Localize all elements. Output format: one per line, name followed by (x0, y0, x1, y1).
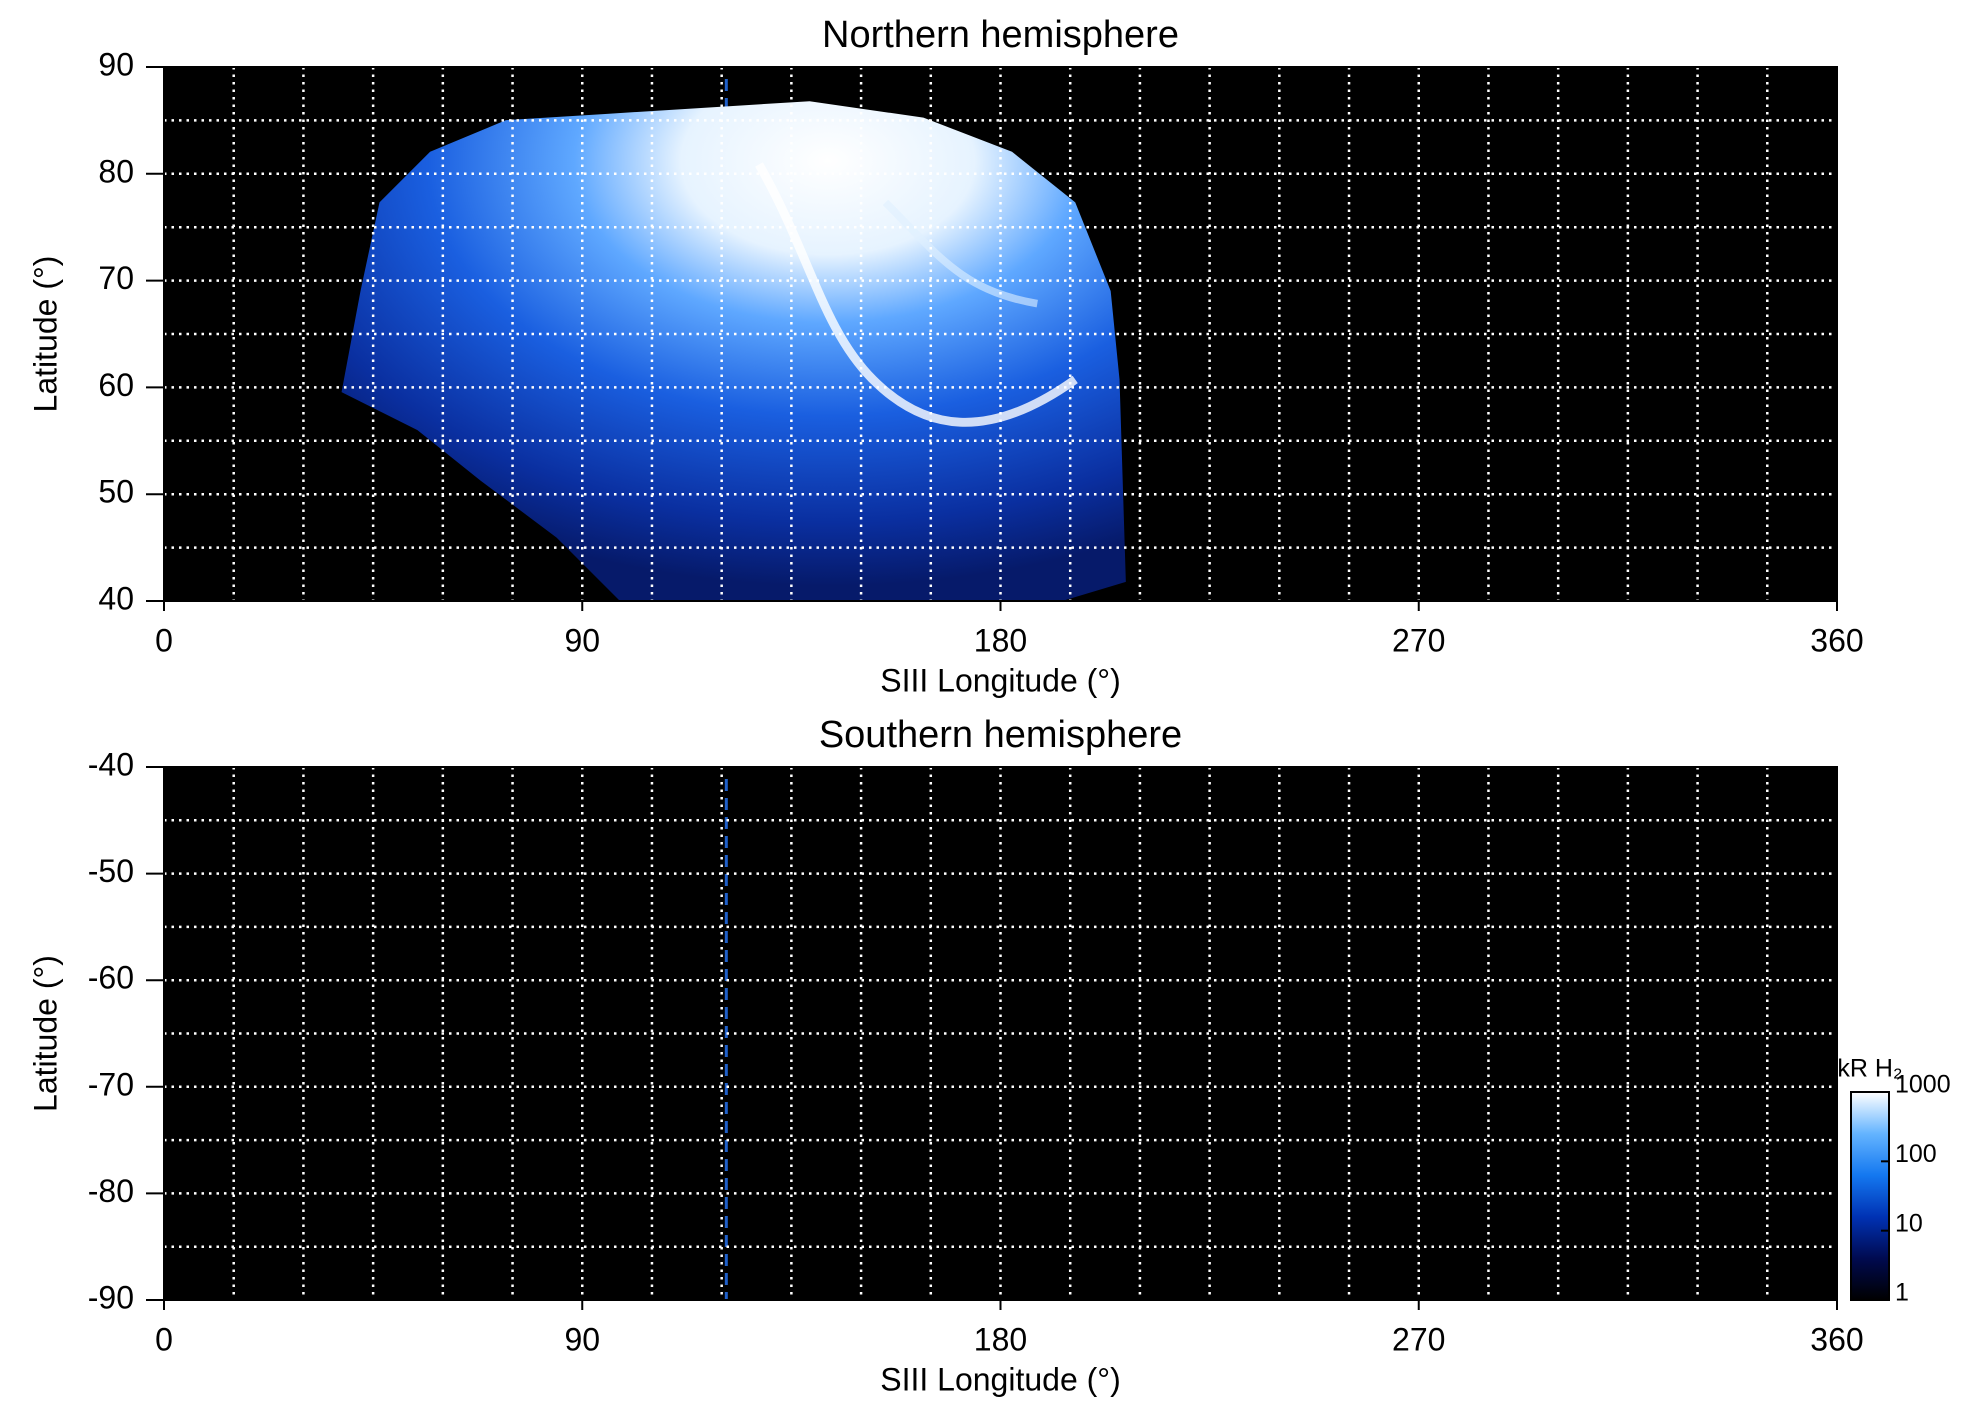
x-tick-label: 270 (1392, 1321, 1445, 1357)
chart-title: Northern hemisphere (822, 14, 1179, 56)
y-tick-label: 80 (98, 153, 134, 189)
y-tick-label: 60 (98, 367, 134, 403)
x-tick-label: 90 (564, 622, 600, 658)
x-tick-label: 0 (155, 1321, 173, 1357)
x-tick-label: 360 (1810, 1321, 1863, 1357)
colorbar (1850, 1091, 1890, 1301)
colorbar-tick-label: 1000 (1895, 1071, 1951, 1099)
y-tick-label: -80 (88, 1173, 134, 1209)
x-tick-label: 180 (974, 622, 1027, 658)
x-tick-label: 360 (1810, 622, 1863, 658)
y-axis-label: Latitude (°) (27, 955, 63, 1112)
y-tick-label: 70 (98, 260, 134, 296)
colorbar-label: kR H₂ (1837, 1055, 1902, 1083)
x-tick-label: 90 (564, 1321, 600, 1357)
colorbar-tick-label: 100 (1895, 1140, 1937, 1168)
aurora-oval (755, 162, 1078, 427)
axes-layer: 40 50 60 70 80 90 0 90 180 270 360 Northern hemisph… (27, 14, 1950, 1397)
y-tick-label: -60 (88, 960, 134, 996)
y-axis-label: Latitude (°) (27, 256, 63, 413)
y-tick-label: -40 (88, 746, 134, 782)
x-axis-label: SIII Longitude (°) (880, 662, 1120, 698)
y-tick-label: -70 (88, 1066, 134, 1102)
x-tick-label: 270 (1392, 622, 1445, 658)
colorbar-tick-label: 10 (1895, 1209, 1923, 1237)
y-tick-label: -50 (88, 853, 134, 889)
x-axis-label: SIII Longitude (°) (880, 1361, 1120, 1397)
chart-title: Southern hemisphere (819, 714, 1182, 756)
x-tick-label: 180 (974, 1321, 1027, 1357)
x-tick-label: 0 (155, 622, 173, 658)
plot-background (164, 767, 1837, 1300)
colorbar-tick-label: 1 (1895, 1279, 1909, 1307)
y-tick-label: -90 (88, 1279, 134, 1315)
aurora-oval-inner (882, 199, 1038, 308)
y-tick-label: 50 (98, 474, 134, 510)
y-tick-label: 90 (98, 46, 134, 82)
y-tick-label: 40 (98, 580, 134, 616)
